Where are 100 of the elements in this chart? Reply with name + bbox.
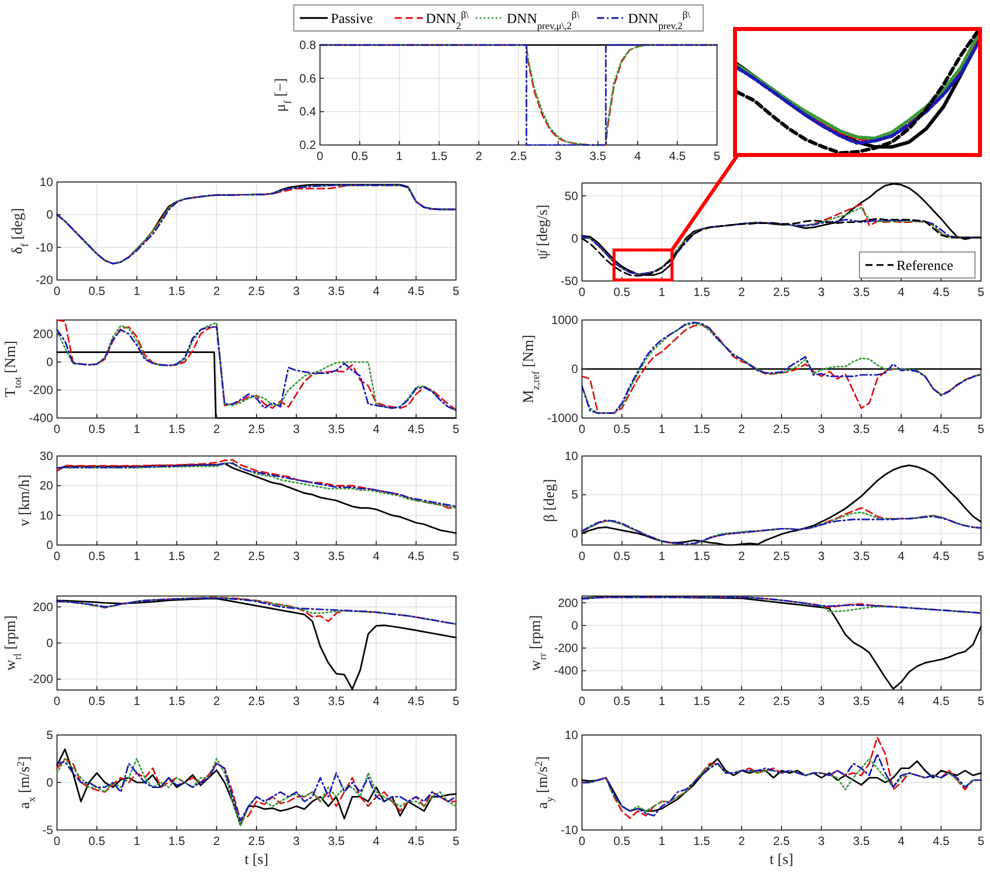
x-tick-label: 3	[293, 422, 300, 436]
x-tick-label: 4.5	[408, 284, 425, 298]
y-tick-label: -10	[560, 823, 578, 837]
x-tick-label: 1	[396, 149, 404, 163]
x-tick-label: 2	[738, 549, 746, 563]
y-tick-label: 10	[564, 449, 578, 463]
x-tick-label: 5	[452, 834, 460, 848]
x-tick-label: 4	[898, 694, 905, 708]
x-tick-label: 3.5	[852, 422, 870, 436]
y-axis-title: β [deg]	[542, 478, 558, 522]
y-tick-label: 0.6	[299, 71, 316, 86]
y-tick-label: -10	[36, 240, 54, 254]
x-tick-label: 1	[133, 549, 140, 563]
line-series	[319, 44, 718, 146]
y-tick-label: -50	[560, 274, 578, 288]
x-tick-label: 4.5	[932, 422, 950, 436]
x-tick-label: 3.5	[852, 549, 870, 563]
y-tick-label: 5	[46, 728, 54, 742]
x-tick-label: 4	[898, 285, 905, 299]
x-tick-label: 0.5	[88, 694, 106, 708]
x-tick-label: 2.5	[773, 834, 790, 848]
x-tick-label: 4	[898, 549, 905, 563]
x-tick-label: 2	[738, 285, 746, 299]
x-tick-label: 2.5	[248, 422, 266, 436]
x-tick-label: 5	[978, 694, 985, 708]
x-axis-title: t [s]	[770, 852, 794, 868]
x-tick-label: 0.5	[614, 285, 631, 299]
x-tick-label: 0.5	[88, 834, 106, 848]
x-tick-label: 3.5	[328, 549, 345, 563]
x-tick-label: 4.5	[932, 549, 950, 563]
x-tick-label: 1.5	[168, 422, 186, 436]
x-tick-label: 4.5	[408, 694, 425, 708]
x-tick-label: 0.5	[351, 149, 368, 163]
x-tick-label: 1.5	[693, 549, 710, 563]
x-tick-label: 4	[372, 694, 380, 708]
x-tick-label: 4.5	[932, 694, 950, 708]
x-tick-label: 2	[738, 834, 746, 848]
x-tick-label: 2.5	[773, 285, 790, 299]
x-tick-label: 1	[133, 422, 140, 436]
x-tick-label: 3	[818, 694, 826, 708]
x-tick-label: 1	[658, 834, 666, 848]
x-tick-label: 4	[898, 422, 905, 436]
x-tick-label: 2	[738, 694, 746, 708]
x-tick-label: 1.5	[693, 422, 710, 436]
x-tick-label: 0.5	[614, 834, 631, 848]
x-tick-label: 3	[293, 284, 300, 298]
x-tick-label: 4.5	[408, 549, 425, 563]
y-tick-label: 20	[40, 478, 54, 493]
y-tick-label: -200	[28, 672, 54, 686]
x-tick-label: 3.5	[328, 694, 345, 708]
x-tick-label: 5	[978, 422, 985, 436]
x-tick-label: 1.5	[168, 284, 186, 298]
y-tick-label: -400	[28, 411, 54, 425]
y-tick-label: 10	[564, 728, 578, 742]
x-tick-label: 2.5	[773, 422, 790, 436]
x-tick-label: 3.5	[328, 284, 345, 298]
x-tick-label: 5	[714, 149, 721, 163]
x-tick-label: 5	[452, 549, 460, 563]
y-tick-label: 0	[571, 618, 578, 632]
y-tick-label: 50	[564, 188, 578, 203]
x-tick-label: 0.5	[88, 422, 106, 436]
x-tick-label: 2	[213, 834, 220, 848]
y-axis-title: v [km/h]	[17, 474, 33, 527]
x-tick-label: 1	[133, 284, 140, 298]
y-tick-label: -200	[28, 383, 54, 397]
x-tick-label: 0.5	[614, 422, 631, 436]
x-tick-label: 3.5	[328, 422, 345, 436]
y-tick-label: 0	[571, 231, 578, 246]
x-tick-label: 2	[738, 422, 746, 436]
x-tick-label: 2	[213, 284, 220, 298]
y-tick-label: 0.4	[299, 104, 316, 119]
x-tick-label: 4.5	[408, 834, 425, 848]
y-tick-label: 0	[46, 538, 54, 552]
x-tick-label: 2.5	[510, 149, 528, 163]
y-tick-label: 0	[46, 776, 54, 790]
x-tick-label: 1.5	[693, 834, 710, 848]
x-tick-label: 4.5	[932, 285, 950, 299]
x-tick-label: 3	[818, 285, 826, 299]
x-tick-label: 2	[213, 549, 220, 563]
x-tick-label: 0.5	[88, 284, 106, 298]
x-tick-label: 1.5	[168, 549, 186, 563]
x-tick-label: 4.5	[408, 422, 425, 436]
y-tick-label: 10	[40, 508, 54, 522]
line-series	[581, 464, 982, 546]
y-tick-label: 0	[571, 362, 578, 376]
x-tick-label: 0.5	[614, 549, 631, 563]
y-tick-label: 0	[46, 208, 54, 222]
x-tick-label: 3.5	[328, 834, 345, 848]
x-tick-label: 3	[818, 834, 826, 848]
x-tick-label: 3	[818, 422, 826, 436]
x-tick-label: 2.5	[773, 549, 790, 563]
x-tick-label: 4	[898, 834, 905, 848]
y-tick-label: -5	[42, 823, 54, 837]
x-tick-label: 5	[978, 549, 985, 563]
y-tick-label: -200	[554, 641, 578, 656]
x-tick-label: 3	[293, 834, 300, 848]
y-axis-title: ψ̇ [deg/s]	[535, 204, 551, 260]
x-tick-label: 3	[818, 549, 826, 563]
x-tick-label: 5	[452, 694, 460, 708]
y-tick-label: 0	[46, 636, 54, 650]
